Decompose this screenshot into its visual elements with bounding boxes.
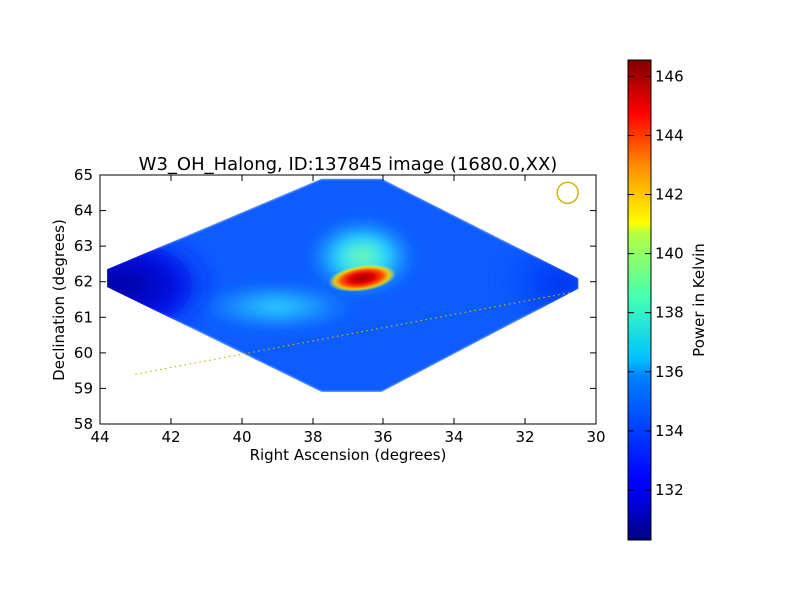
axes-frame — [99, 174, 597, 425]
y-tick-label: 64 — [74, 202, 93, 220]
colorbar-tick-label: 132 — [655, 481, 684, 499]
y-tick: 65 — [74, 166, 596, 184]
chart-title: W3_OH_Halong, ID:137845 image (1680.0,XX… — [139, 154, 558, 175]
colorbar-label: Power in Kelvin — [690, 243, 708, 357]
x-tick-label: 34 — [444, 428, 463, 446]
x-tick: 30 — [586, 175, 606, 446]
x-tick-label: 32 — [515, 428, 534, 446]
y-tick: 58 — [74, 415, 596, 433]
y-tick: 62 — [74, 273, 596, 291]
colorbar-tick: 142 — [628, 186, 684, 204]
y-tick-label: 60 — [74, 344, 93, 362]
x-tick: 44 — [90, 175, 110, 446]
colorbar-tick: 140 — [628, 245, 684, 263]
x-tick: 36 — [373, 175, 393, 446]
colorbar-frame — [627, 59, 652, 541]
y-tick-label: 59 — [74, 379, 93, 397]
x-tick-label: 40 — [232, 428, 251, 446]
x-tick-label: 42 — [161, 428, 180, 446]
heatmap-peak — [328, 264, 396, 292]
y-tick-label: 63 — [74, 237, 93, 255]
colorbar-tick: 138 — [628, 304, 684, 322]
colorbar-tick-label: 142 — [655, 186, 684, 204]
heatmap-arm-west — [192, 280, 363, 333]
colorbar-tick: 134 — [628, 422, 684, 440]
y-tick: 64 — [74, 202, 596, 220]
colorbar-tick-label: 138 — [655, 304, 684, 322]
colorbar-tick-label: 136 — [655, 363, 684, 381]
y-tick-label: 61 — [74, 308, 93, 326]
x-tick: 32 — [515, 175, 535, 446]
heatmap-blue-east — [490, 226, 579, 337]
colorbar-tick: 146 — [628, 67, 684, 85]
x-axis-label: Right Ascension (degrees) — [250, 446, 447, 464]
x-tick-label: 36 — [373, 428, 392, 446]
beam-marker-circle — [556, 181, 579, 204]
x-tick-label: 38 — [303, 428, 322, 446]
y-tick: 63 — [74, 237, 596, 255]
colorbar-gradient — [628, 60, 651, 540]
y-axis: 58 59 60 61 62 63 64 65 — [74, 166, 596, 433]
x-tick-label: 30 — [586, 428, 605, 446]
x-tick-label: 44 — [90, 428, 109, 446]
x-tick: 34 — [444, 175, 464, 446]
heatmap-dark-west — [107, 225, 220, 346]
colorbar-tick-label: 144 — [655, 126, 684, 144]
x-axis: 44 42 40 38 36 34 32 30 — [90, 175, 606, 446]
colorbar-tick: 136 — [628, 363, 684, 381]
y-tick-label: 58 — [74, 415, 93, 433]
y-tick: 60 — [74, 344, 596, 362]
colorbar-tick: 132 — [628, 481, 684, 499]
y-tick: 61 — [74, 308, 596, 326]
heatmap — [107, 178, 579, 392]
colorbar-tick-label: 134 — [655, 422, 684, 440]
colorbar-tick: 144 — [628, 126, 684, 144]
x-tick: 38 — [303, 175, 323, 446]
y-tick-label: 65 — [74, 166, 93, 184]
colorbar: 132 134 136 138 140 142 144 146 Power in… — [627, 59, 708, 541]
colorbar-tick-label: 140 — [655, 245, 684, 263]
y-axis-label: Declination (degrees) — [50, 219, 68, 381]
x-tick: 40 — [232, 175, 252, 446]
y-tick: 59 — [74, 379, 596, 397]
colorbar-tick-label: 146 — [655, 67, 684, 85]
y-tick-label: 62 — [74, 273, 93, 291]
x-tick: 42 — [161, 175, 181, 446]
